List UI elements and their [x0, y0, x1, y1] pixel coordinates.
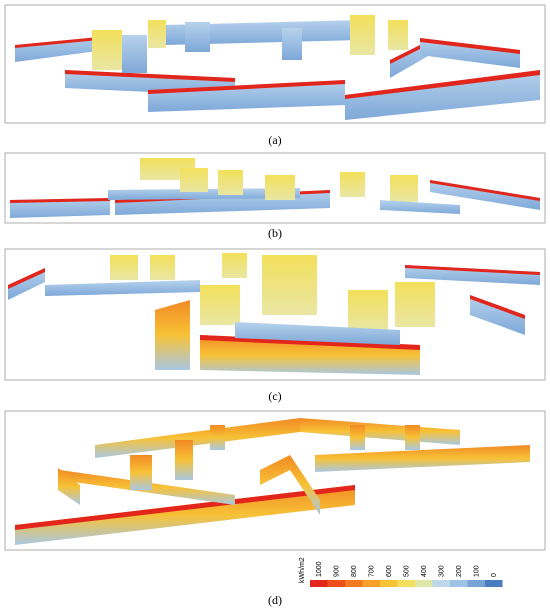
legend-label: 1000 — [316, 561, 323, 577]
legend-swatch — [450, 580, 468, 587]
legend-label: 200 — [456, 565, 463, 577]
legend-swatch — [415, 580, 433, 587]
legend: kWh/m2 1000 900 800 700 600 500 400 300 200 100 0 — [299, 557, 503, 587]
legend-swatch — [432, 580, 450, 587]
legend-swatch — [345, 580, 363, 587]
panel-a — [4, 4, 546, 124]
legend-swatch — [362, 580, 380, 587]
legend-unit: kWh/m2 — [299, 557, 306, 583]
legend-label: 0 — [491, 573, 498, 577]
legend-swatch — [467, 580, 485, 587]
legend-label: 300 — [438, 565, 445, 577]
legend-label: 500 — [403, 565, 410, 577]
legend-label: 600 — [386, 565, 393, 577]
legend-swatch — [310, 580, 328, 587]
legend-label: 800 — [351, 565, 358, 577]
legend-swatch — [485, 580, 503, 587]
legend-label: 100 — [473, 565, 480, 577]
panel-b — [4, 152, 546, 224]
panel-label: (d) — [268, 593, 282, 607]
panel-label: (a) — [268, 133, 281, 147]
legend-swatch — [327, 580, 345, 587]
legend-label: 400 — [421, 565, 428, 577]
legend-swatch — [397, 580, 415, 587]
legend-label: 700 — [368, 565, 375, 577]
panel-d — [4, 410, 546, 551]
panel-label: (c) — [268, 389, 281, 403]
legend-label: 900 — [333, 565, 340, 577]
panel-c — [4, 248, 546, 381]
legend-swatch — [380, 580, 398, 587]
panel-label: (b) — [268, 226, 282, 240]
